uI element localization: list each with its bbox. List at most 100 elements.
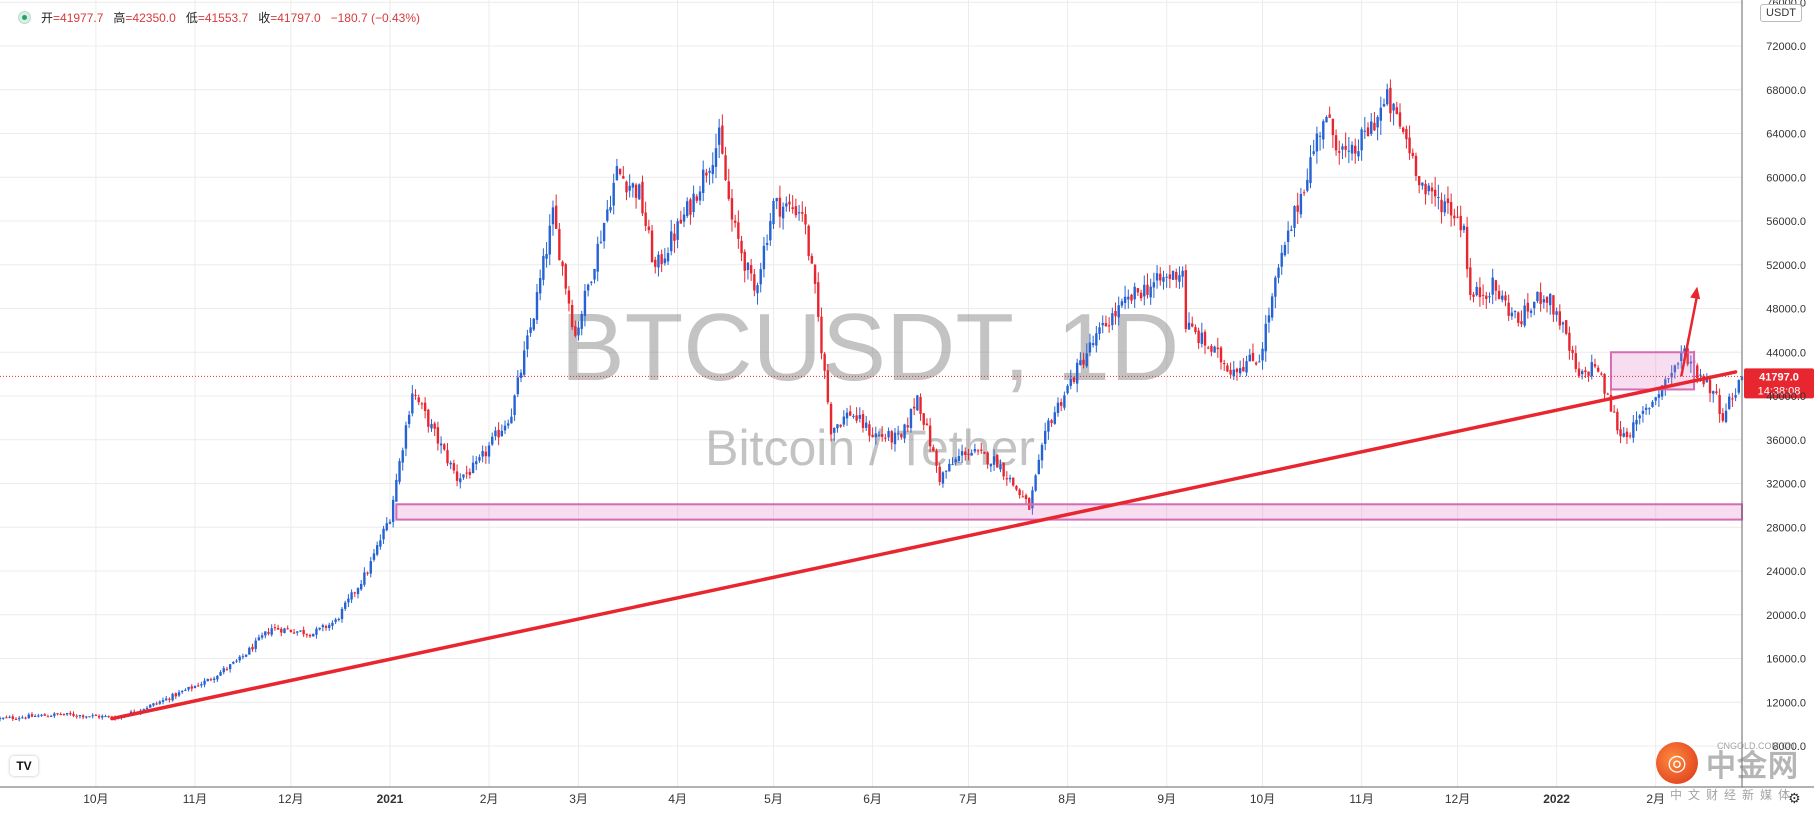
candle-body — [1168, 274, 1172, 279]
candle-body — [1344, 145, 1347, 150]
candle-body — [1242, 366, 1245, 372]
candle-body — [1235, 368, 1239, 373]
candle-body — [1184, 270, 1188, 329]
candle-body — [500, 430, 504, 437]
candle-body — [69, 713, 72, 715]
candle-body — [5, 717, 8, 719]
candle-body — [970, 453, 973, 456]
x-tick-label: 10月 — [83, 792, 108, 806]
tradingview-logo-icon[interactable]: TV — [10, 756, 38, 776]
ohlc-legend: 开=41977.7 高=42350.0 低=41553.7 收=41797.0 … — [18, 9, 420, 26]
candle-body — [916, 395, 919, 411]
candle-body — [1210, 346, 1213, 352]
candle-body — [452, 463, 456, 471]
candle-body — [1152, 282, 1156, 288]
candle-body — [1258, 361, 1261, 363]
candle-body — [375, 545, 379, 555]
candle-body — [903, 424, 906, 439]
support-trendline[interactable] — [110, 370, 1738, 721]
candle-body — [564, 264, 567, 289]
candle-body — [152, 703, 155, 706]
candle-body — [951, 464, 954, 466]
candle-body — [1270, 296, 1274, 318]
candle-body — [1322, 121, 1325, 140]
candle-body — [1072, 377, 1076, 383]
x-tick-label: 8月 — [1058, 792, 1077, 806]
candle-body — [1667, 378, 1670, 380]
candle-body — [443, 444, 446, 450]
candle-body — [280, 628, 283, 633]
candle-body — [171, 693, 174, 701]
candle-body — [1638, 415, 1641, 419]
candle-body — [1318, 135, 1322, 137]
candle-body — [1136, 288, 1140, 293]
candle-body — [1533, 301, 1536, 309]
candle-body — [299, 630, 302, 632]
upward-arrow-line[interactable] — [1680, 294, 1699, 377]
candle-body — [1485, 295, 1488, 299]
currency-button[interactable]: USDT — [1760, 4, 1802, 22]
brand-logo-icon: ◎ — [1656, 742, 1698, 784]
candle-body — [1360, 129, 1363, 151]
candle-body — [94, 714, 98, 716]
candle-body — [721, 125, 724, 154]
candle-body — [305, 634, 309, 636]
candle-body — [1715, 391, 1718, 394]
candle-body — [1047, 420, 1050, 432]
y-tick-label: 8000.0 — [1772, 741, 1806, 753]
settings-gear-icon[interactable]: ⚙ — [1788, 790, 1801, 806]
candle-body — [1446, 198, 1450, 204]
candle-body — [1005, 478, 1009, 480]
candle-body — [1149, 286, 1152, 298]
candle-body — [599, 241, 603, 243]
candle-body — [1296, 205, 1299, 212]
candle-body — [708, 170, 711, 173]
candle-body — [1376, 117, 1379, 128]
candle-body — [1248, 354, 1251, 362]
candle-body — [695, 196, 698, 201]
candle-body — [1114, 310, 1117, 317]
candle-body — [203, 680, 206, 685]
drawing-annotations[interactable] — [110, 286, 1743, 721]
candle-body — [1392, 103, 1395, 111]
candle-body — [1207, 347, 1210, 349]
candle-body — [1328, 114, 1331, 118]
last-price-line: 41797.0 14:38:08 — [0, 368, 1814, 399]
candle-body — [1398, 112, 1402, 127]
x-tick-label: 9月 — [1157, 792, 1176, 806]
candle-body — [532, 318, 535, 330]
candle-body — [759, 269, 762, 285]
candle-body — [1299, 194, 1303, 215]
open-label: 开 — [41, 11, 54, 25]
candle-body — [794, 206, 798, 216]
grid-lines — [0, 0, 1742, 787]
candle-body — [1641, 410, 1645, 414]
candle-body — [257, 637, 261, 641]
candle-body — [1293, 206, 1296, 228]
candle-body — [340, 608, 344, 620]
candle-body — [1117, 305, 1120, 318]
candle-body — [810, 255, 814, 264]
y-tick-label: 32000.0 — [1766, 479, 1806, 491]
candle-body — [641, 181, 644, 214]
candle-body — [471, 462, 475, 474]
support-zone-rectangle[interactable] — [395, 503, 1743, 521]
candle-body — [1529, 310, 1533, 313]
candle-body — [436, 427, 440, 444]
candle-body — [1181, 270, 1184, 277]
candle-body — [1593, 364, 1597, 367]
x-tick-label: 10月 — [1250, 792, 1275, 806]
candle-body — [884, 437, 887, 439]
candle-body — [168, 698, 171, 700]
candle-body — [535, 292, 539, 320]
candle-body — [1101, 322, 1104, 326]
candle-body — [1290, 229, 1293, 231]
x-tick-label: 12月 — [1445, 792, 1470, 806]
candle-body — [17, 718, 21, 720]
candle-body — [1133, 286, 1136, 300]
candle-body — [772, 200, 775, 225]
candle-body — [1139, 292, 1143, 299]
candle-body — [219, 672, 222, 676]
candle-body — [596, 243, 599, 272]
